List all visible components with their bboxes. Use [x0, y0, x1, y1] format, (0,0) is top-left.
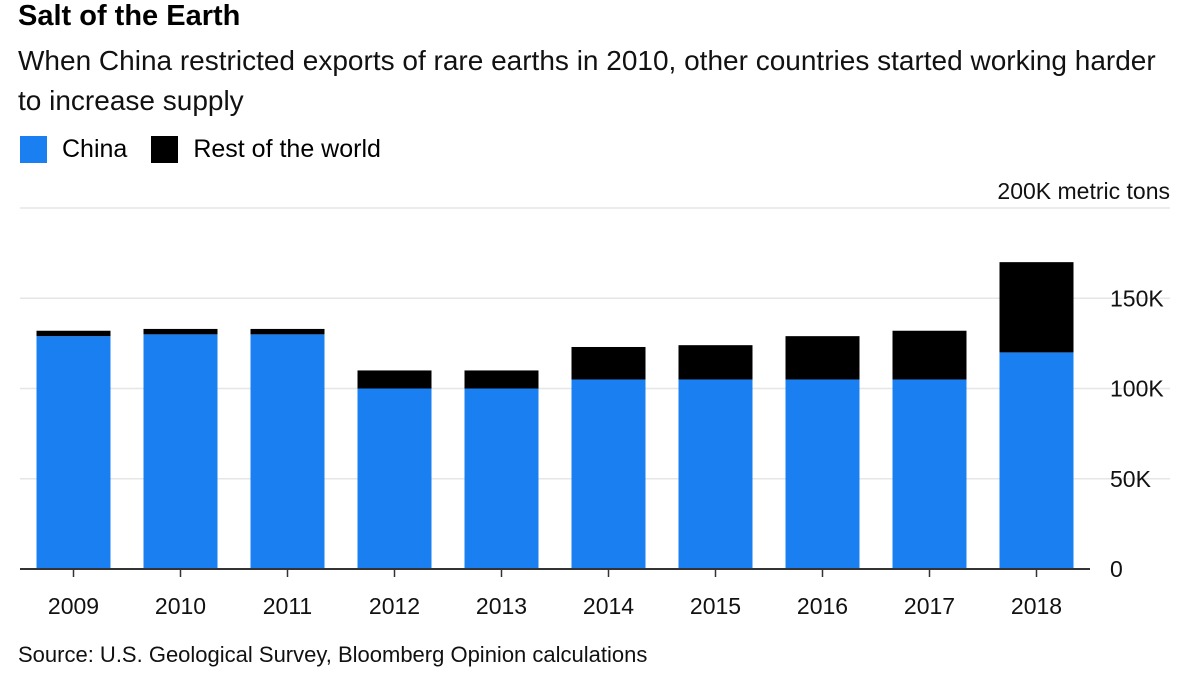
bar-rest-of-world [250, 328, 325, 335]
bar-rest-of-world [678, 345, 753, 380]
bar-china [36, 336, 111, 569]
x-tick-label: 2015 [690, 593, 741, 619]
y-tick-label: 150K [1110, 285, 1164, 311]
legend: China Rest of the world [20, 134, 405, 164]
y-tick-label: 0 [1110, 556, 1123, 582]
bar-rest-of-world [892, 330, 967, 380]
y-tick-label: 50K [1110, 466, 1152, 492]
bar-china [999, 352, 1074, 569]
bar-rest-of-world [999, 262, 1074, 353]
y-axis-unit-label: 200K metric tons [997, 178, 1170, 204]
legend-item-rest: Rest of the world [151, 135, 381, 164]
legend-label-china: China [62, 134, 128, 163]
x-tick-label: 2010 [155, 593, 206, 619]
bar-china [464, 388, 539, 569]
x-tick-label: 2012 [369, 593, 420, 619]
bar-china [785, 379, 860, 569]
x-tick-label: 2013 [476, 593, 527, 619]
x-tick-label: 2016 [797, 593, 848, 619]
bar-rest-of-world [357, 370, 432, 389]
bar-rest-of-world [36, 330, 111, 337]
x-tick-label: 2011 [263, 593, 312, 619]
chart-subtitle: When China restricted exports of rare ea… [18, 45, 1156, 116]
x-tick-label: 2014 [583, 593, 634, 619]
legend-swatch-china [20, 135, 47, 163]
y-tick-label: 100K [1110, 376, 1164, 402]
source-note: Source: U.S. Geological Survey, Bloomber… [18, 642, 648, 667]
chart-title: Salt of the Earth [18, 0, 241, 32]
legend-label-rest: Rest of the world [193, 134, 381, 163]
x-tick-label: 2017 [904, 593, 955, 619]
bar-rest-of-world [464, 370, 539, 389]
legend-item-china: China [20, 135, 127, 164]
bar-china [571, 379, 646, 569]
bar-rest-of-world [785, 336, 860, 380]
bar-china [678, 379, 753, 569]
bar-china [143, 334, 218, 569]
x-tick-label: 2018 [1011, 593, 1062, 619]
bar-rest-of-world [571, 346, 646, 380]
legend-swatch-rest [151, 135, 179, 163]
bar-rest-of-world [143, 328, 218, 335]
bar-china [250, 334, 325, 569]
x-tick-label: 2009 [48, 593, 99, 619]
bar-china [892, 379, 967, 569]
bar-china [357, 388, 432, 569]
